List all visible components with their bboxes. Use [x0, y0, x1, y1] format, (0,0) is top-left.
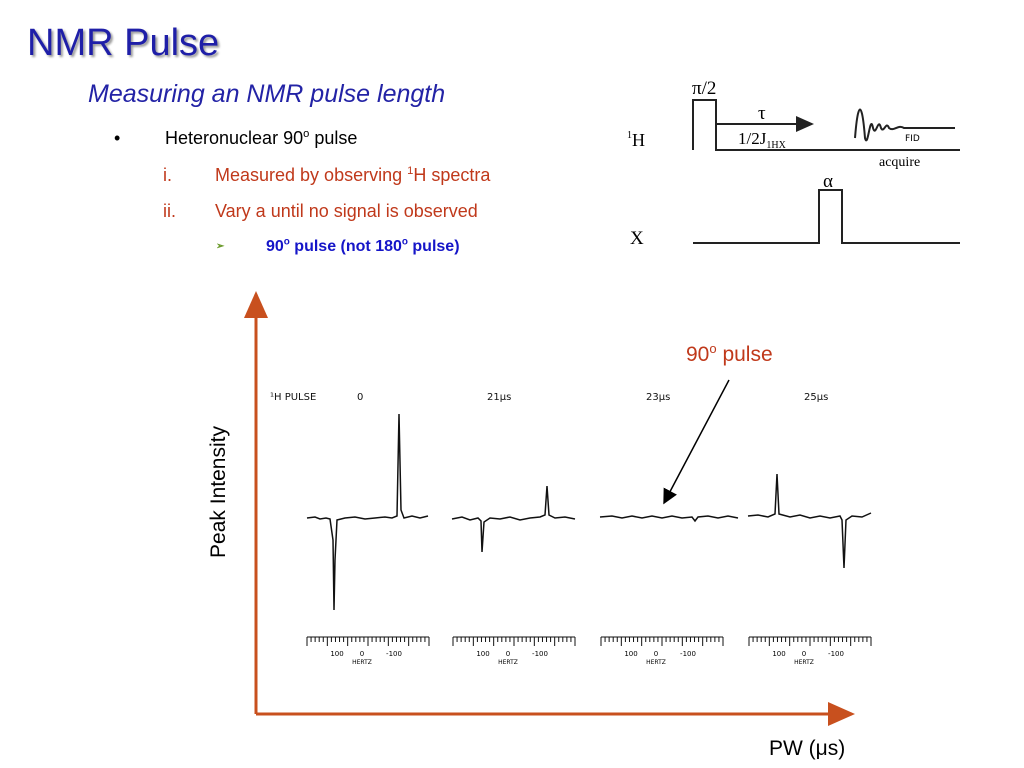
h-pulse-line [692, 99, 960, 151]
hertz-tick-label: 100 [330, 650, 343, 658]
hertz-unit-label: HERTZ [352, 659, 372, 666]
arrow-bullet-icon: ➢ [216, 241, 225, 252]
x-channel-label: X [630, 228, 644, 249]
svg-text:1H: 1H [627, 130, 645, 150]
hertz-tick-label: -100 [828, 650, 844, 658]
acquire-label: acquire [879, 155, 920, 170]
spectrum-label-1: 0 [357, 392, 363, 403]
spectrum-label-2: 21μs [487, 392, 511, 403]
fid-signal [854, 108, 955, 142]
x-pulse-line [693, 189, 960, 244]
hertz-tick-label: -100 [532, 650, 548, 658]
spectra-header: ¹H PULSE 0 21μs 23μs 25μs [270, 392, 828, 403]
hertz-tick-label: 0 [360, 650, 364, 658]
spectrum-trace-2 [451, 485, 576, 553]
hertz-tick-label: 0 [506, 650, 510, 658]
alpha-label: α [823, 171, 833, 192]
hertz-tick-label: -100 [386, 650, 402, 658]
figure-axes [244, 291, 855, 726]
hertz-tick-label: 0 [654, 650, 658, 658]
callout-arrow [663, 379, 730, 505]
hertz-unit-label: HERTZ [646, 659, 666, 666]
fid-label: FID [905, 134, 920, 144]
spectrum-label-4: 25μs [804, 392, 828, 403]
svg-text:1/2J1HX: 1/2J1HX [738, 129, 787, 151]
bullet-text: Heteronuclear 90o pulse [165, 128, 358, 148]
tau-label: τ [758, 103, 766, 124]
h-pulse-header: ¹H PULSE [270, 392, 316, 403]
slide-title: NMR Pulse [27, 22, 220, 64]
hertz-tick-label: -100 [680, 650, 696, 658]
y-axis-label: Peak Intensity [207, 426, 230, 558]
hertz-tick-label: 100 [624, 650, 637, 658]
spectrum-trace-4 [747, 473, 872, 569]
x-channel: X α [630, 171, 960, 249]
callout-90-pulse: 90o pulse [686, 341, 773, 366]
h-channel: 1H π/2 τ 1/2J1HX FID acquire [627, 78, 960, 170]
delay-label: 1/2J [738, 129, 767, 148]
spectrum-trace-1 [306, 413, 429, 611]
spectrum-trace-3 [599, 515, 739, 523]
hertz-unit-label: HERTZ [498, 659, 518, 666]
pi-half-label: π/2 [692, 78, 716, 99]
spectrum-label-3: 23μs [646, 392, 670, 403]
x-axis-label: PW (μs) [769, 737, 846, 760]
slide-subtitle: Measuring an NMR pulse length [88, 80, 446, 108]
mu-symbol: μ [815, 737, 828, 760]
hertz-unit-label: HERTZ [794, 659, 814, 666]
bullet-heteronuclear: • Heteronuclear 90o pulse [114, 128, 357, 149]
bullet-marker: • [114, 128, 121, 148]
hertz-tick-label: 100 [772, 650, 785, 658]
hertz-scales: 100 0 -100 HERTZ 100 0 -100 HERTZ 100 0 -100 HERTZ 1… [306, 636, 872, 666]
hertz-tick-label: 100 [476, 650, 489, 658]
hertz-tick-label: 0 [802, 650, 806, 658]
